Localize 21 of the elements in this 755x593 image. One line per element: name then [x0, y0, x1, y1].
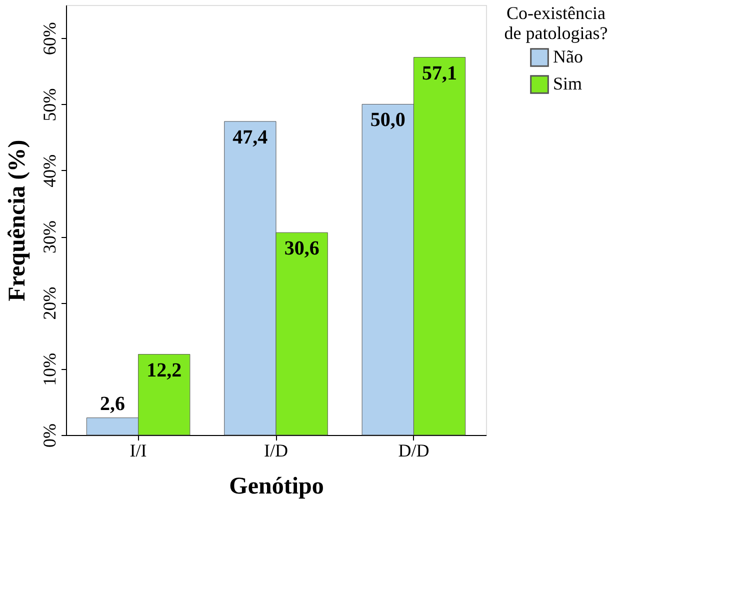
data-label: 50,0 — [370, 109, 406, 132]
data-label: 57,1 — [422, 62, 458, 84]
data-label: 47,4 — [232, 126, 268, 148]
x-tick-label: I/D — [264, 440, 288, 460]
x-axis-title: Genótipo — [229, 474, 324, 500]
y-tick-label: 50% — [40, 88, 60, 122]
legend-label: Não — [553, 46, 583, 66]
data-label: 12,2 — [146, 359, 182, 382]
y-tick-label: 40% — [40, 154, 60, 188]
y-tick-label: 20% — [40, 286, 60, 320]
legend-label: Sim — [553, 74, 582, 94]
y-tick-label: 30% — [40, 220, 60, 254]
y-tick-label: 10% — [40, 352, 60, 386]
x-tick-label: I/I — [130, 440, 147, 460]
x-tick-label: D/D — [398, 440, 430, 460]
data-label: 2,6 — [100, 392, 125, 415]
y-tick-label: 60% — [40, 22, 60, 56]
data-label: 30,6 — [284, 238, 320, 260]
legend-title: Co-existência de patologias? — [504, 3, 608, 43]
y-tick-label: 0% — [40, 424, 60, 448]
y-axis-title: Frequência (%) — [4, 140, 30, 302]
